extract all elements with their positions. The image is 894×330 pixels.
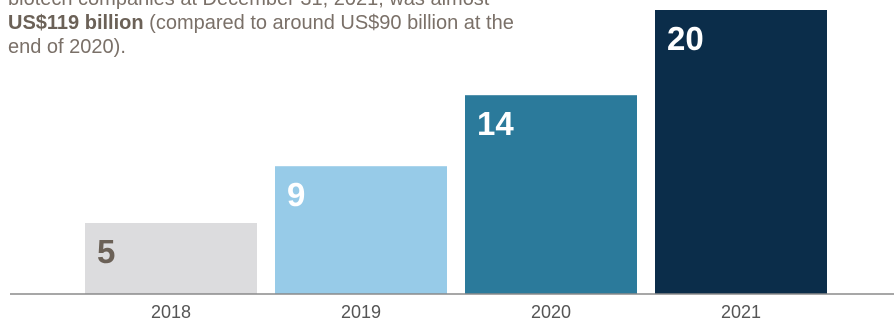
x-tick-label-2019: 2019 — [340, 302, 382, 322]
intro-emphasis: US$119 billion — [8, 12, 144, 34]
bar-value-label-2019: 9 — [287, 176, 306, 214]
bar-2021 — [655, 10, 827, 294]
intro-line-2: (compared to around US$90 billion at the — [143, 12, 514, 34]
bar-2019 — [275, 166, 447, 294]
bar-2018 — [85, 223, 257, 294]
bar-2020 — [465, 95, 637, 294]
bar-value-label-2020: 14 — [477, 105, 514, 143]
x-tick-label-2021: 2021 — [720, 302, 762, 322]
intro-line-1: biotech companies at December 31, 2021, … — [8, 0, 489, 10]
bar-value-label-2018: 5 — [97, 233, 116, 270]
intro-line-3: end of 2020). — [8, 36, 126, 58]
bar-group — [85, 10, 827, 294]
x-tick-label-2020: 2020 — [530, 302, 572, 322]
bar-value-label-2021: 20 — [667, 20, 704, 57]
x-tick-label-2018: 2018 — [150, 302, 192, 322]
intro-text: biotech companies at December 31, 2021, … — [8, 0, 618, 59]
